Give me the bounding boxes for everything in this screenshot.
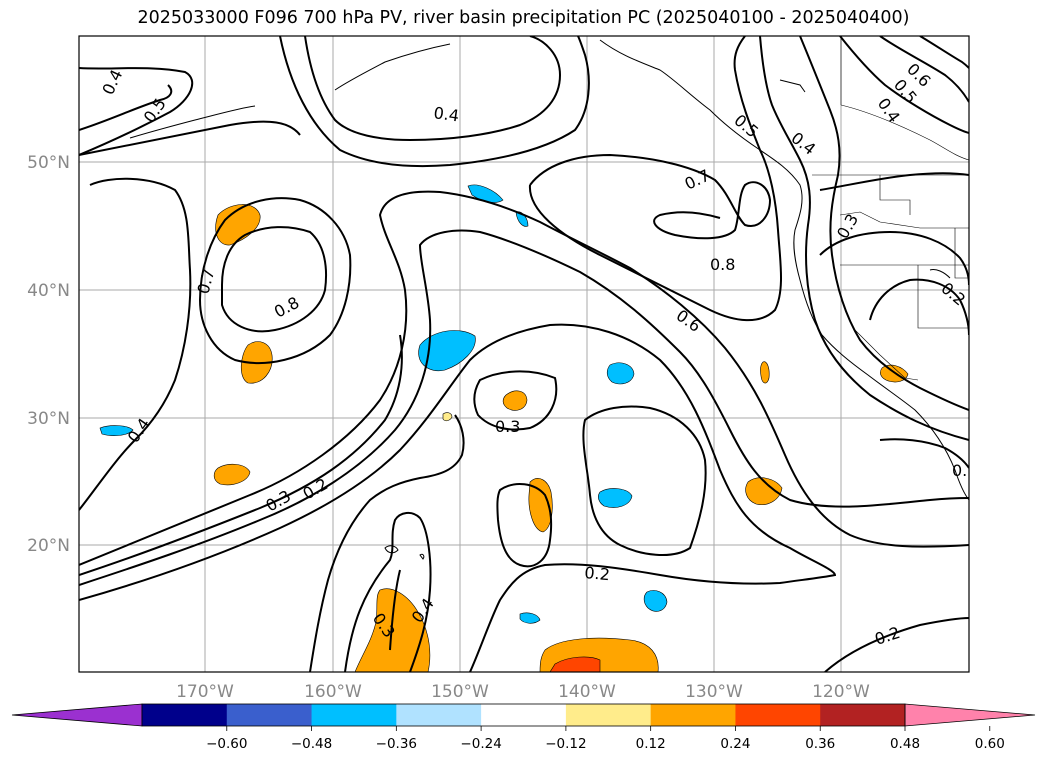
colorbar-frame: [141, 703, 906, 727]
contour-line: [528, 36, 782, 322]
contour-line: [79, 190, 969, 566]
precip-negative-blob: [643, 590, 668, 612]
contour-line: [221, 226, 328, 333]
colorbar-tick-label: 0.60: [975, 736, 1005, 752]
map-area: [79, 36, 969, 672]
lon-label: 160°W: [304, 682, 362, 702]
lat-label: 50°N: [27, 153, 70, 173]
contour-line: [344, 512, 432, 672]
contour-line: [198, 197, 352, 364]
contour-label: 0.3: [495, 417, 520, 436]
precip-negative-blob: [418, 330, 476, 372]
contour-label: 0.2: [584, 563, 611, 584]
contour-line: [304, 36, 562, 142]
lat-label: 30°N: [27, 409, 70, 429]
contour-line: [582, 405, 707, 556]
colorbar-tick-label: −0.36: [376, 736, 417, 752]
precip-negative-blob: [598, 488, 633, 508]
lat-label: 20°N: [27, 536, 70, 556]
contour-line: [79, 229, 969, 586]
contour-line: [496, 483, 553, 568]
colorbar-tick-label: 0.48: [890, 736, 920, 752]
contour-line: [799, 36, 969, 411]
colorbar-segment: [311, 704, 397, 726]
colorbar-tick-label: −0.12: [545, 736, 586, 752]
precip-negative-blob: [99, 425, 134, 436]
contour-line: [79, 323, 837, 672]
colorbar-tick-label: 0.24: [720, 736, 750, 752]
colorbar-extend-high: [904, 703, 1036, 727]
contour-line: [819, 230, 969, 286]
precip-positive-blob: [502, 390, 528, 411]
colorbar-segment: [226, 704, 313, 726]
lon-label: 140°W: [558, 682, 616, 702]
contour-line: [879, 36, 969, 103]
colorbar: −0.60 −0.48 −0.36 −0.24 −0.12 0.12 0.24 0.36 0.4…: [11, 703, 1036, 752]
colorbar-tick-label: −0.60: [206, 736, 247, 752]
contour-line: [473, 370, 558, 431]
colorbar-extend-low: [11, 703, 143, 727]
contour-line: [869, 278, 969, 336]
colorbar-segment: [396, 704, 482, 726]
contour-line: [824, 617, 969, 672]
map-frame: [78, 35, 970, 673]
colorbar-tick-label: 0.36: [805, 736, 835, 752]
coastlines: [129, 39, 969, 560]
precip-positive-blob: [745, 477, 783, 505]
colorbar-segment: [142, 704, 228, 726]
colorbar-segment: [820, 704, 906, 726]
precip-positive-blob: [760, 361, 770, 384]
contour-line: [389, 569, 401, 651]
contour-line: [839, 36, 969, 134]
precip-negative-blob: [515, 211, 529, 227]
longitude-labels: 170°W 160°W 150°W 140°W 130°W 120°W: [176, 682, 870, 702]
precip-negative-blob: [519, 612, 541, 624]
contour-line: [79, 334, 403, 576]
contour-line: [79, 84, 173, 131]
lon-label: 120°W: [812, 682, 870, 702]
precip-positive-blob: [442, 412, 453, 422]
colorbar-segment: [481, 704, 567, 726]
contour-line: [79, 67, 194, 156]
map-title: 2025033000 F096 700 hPa PV, river basin …: [137, 8, 910, 28]
contour-line: [279, 36, 590, 168]
lat-label: 40°N: [27, 281, 70, 301]
contour-line: [529, 153, 772, 240]
pv-contours: [79, 36, 969, 672]
latitude-labels: 50°N 40°N 30°N 20°N: [27, 153, 70, 556]
contour-label: 0.4: [432, 103, 460, 125]
contour-label: 0.8: [710, 255, 735, 274]
lon-label: 130°W: [685, 682, 743, 702]
lon-label: 170°W: [176, 682, 234, 702]
contour-line: [79, 177, 192, 511]
precip-negative-blob: [606, 362, 635, 385]
precip-positive-blob: [213, 463, 251, 486]
colorbar-tick-label: 0.12: [636, 736, 666, 752]
contour-line: [819, 172, 969, 191]
colorbar-tick-label: −0.24: [460, 736, 501, 752]
colorbar-tick-label: −0.48: [291, 736, 332, 752]
colorbar-segment: [735, 704, 821, 726]
lon-label: 150°W: [431, 682, 489, 702]
contour-line: [919, 36, 969, 69]
contour-line: [879, 438, 969, 469]
contour-line: [309, 414, 465, 672]
contour-line: [79, 120, 301, 156]
contour-line: [759, 36, 969, 441]
colorbar-segment: [565, 704, 652, 726]
colorbar-segment: [650, 704, 736, 726]
precip-strong-blob: [549, 656, 601, 672]
contour-label: 0.1: [952, 461, 977, 480]
precip-shading: [99, 184, 909, 672]
